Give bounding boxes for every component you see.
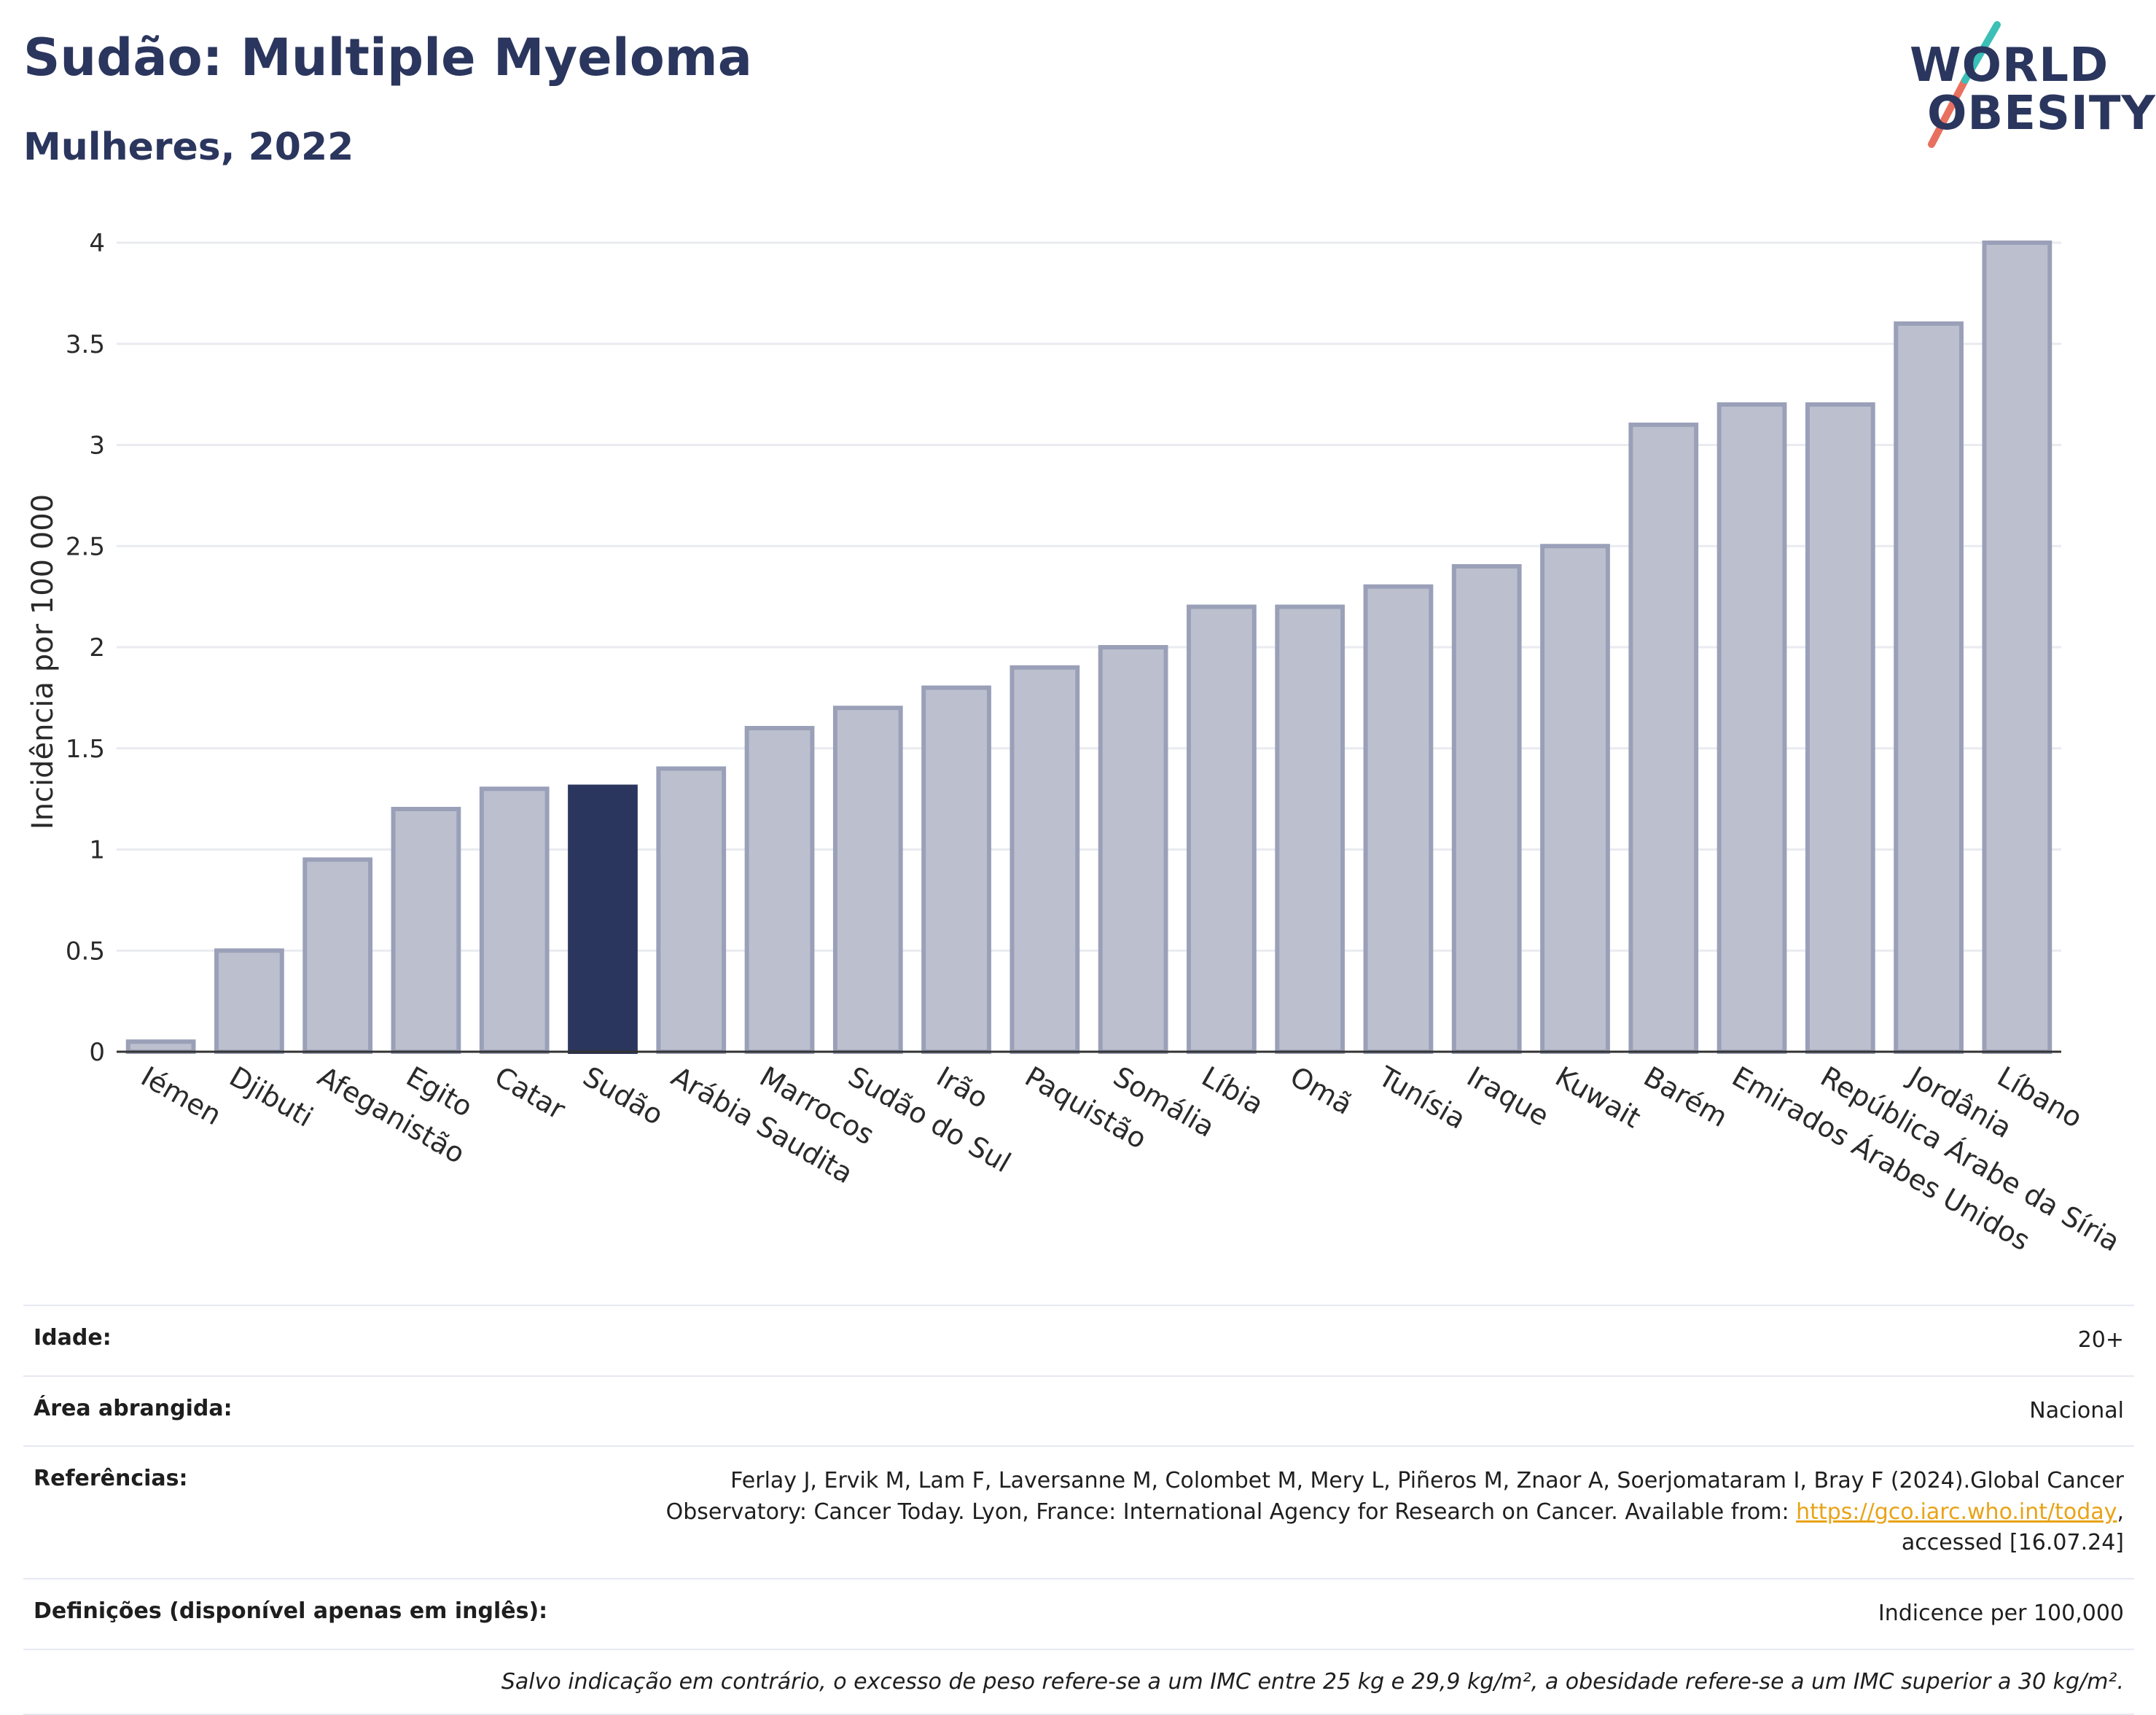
x-tick-label: Sudão bbox=[578, 1060, 669, 1132]
x-tick-label: Catar bbox=[489, 1060, 571, 1126]
bar-chart: 0 0.5 1 1.5 2 2.5 3 3.5 4 IémenDjibutiAfeganistã… bbox=[26, 229, 2125, 1258]
bar bbox=[1098, 645, 1168, 1054]
y-tick-label: 2 bbox=[89, 633, 105, 663]
y-tick-label: 3 bbox=[89, 431, 105, 461]
bar bbox=[921, 685, 991, 1054]
references-text: Ferlay J, Ervik M, Lam F, Laversanne M, … bbox=[665, 1468, 2124, 1525]
bar bbox=[1716, 402, 1787, 1054]
x-tick-label: Omã bbox=[1285, 1060, 1358, 1121]
bar bbox=[1451, 564, 1522, 1054]
info-table: Idade: 20+ Área abrangida: Nacional Refe… bbox=[23, 1305, 2134, 1715]
references-label: Referências: bbox=[34, 1466, 188, 1492]
world-obesity-slash-logo-icon bbox=[1928, 21, 2001, 148]
bar bbox=[1009, 665, 1080, 1054]
age-value: 20+ bbox=[2077, 1327, 2124, 1353]
logo-line-1: WORLD bbox=[1910, 39, 2109, 93]
y-tick-label: 0.5 bbox=[66, 937, 105, 966]
info-row-age: Idade: 20+ bbox=[23, 1305, 2134, 1375]
area-label: Área abrangida: bbox=[34, 1395, 233, 1421]
bar bbox=[1275, 604, 1345, 1054]
x-tick-label: Iémen bbox=[136, 1060, 227, 1132]
bar bbox=[832, 706, 903, 1054]
bar bbox=[391, 807, 461, 1054]
references-value: Ferlay J, Ervik M, Lam F, Laversanne M, … bbox=[593, 1466, 2124, 1559]
bar bbox=[214, 948, 284, 1054]
y-axis-title: Incidência por 100 000 bbox=[26, 494, 60, 829]
x-tick-label: Iraque bbox=[1461, 1060, 1554, 1133]
y-tick-label: 3.5 bbox=[66, 330, 105, 359]
y-tick-label: 0 bbox=[89, 1038, 105, 1067]
x-tick-label: Barém bbox=[1639, 1060, 1733, 1133]
x-tick-label: Irão bbox=[931, 1060, 994, 1115]
page-title: Sudão: Multiple Myeloma bbox=[23, 28, 752, 87]
logo-line-2: OBESITY bbox=[1927, 87, 2156, 141]
references-accessed: , accessed [16.07.24] bbox=[1901, 1499, 2124, 1556]
bar bbox=[656, 766, 727, 1054]
info-row-note: Salvo indicação em contrário, o excesso … bbox=[23, 1648, 2134, 1715]
bar bbox=[1363, 584, 1434, 1054]
bars-layer bbox=[125, 241, 2053, 1054]
x-tick-label: Tunísia bbox=[1372, 1060, 1471, 1136]
definitions-label: Definições (disponível apenas em inglês)… bbox=[34, 1598, 548, 1624]
page-subtitle: Mulheres, 2022 bbox=[23, 125, 354, 169]
bar bbox=[1187, 604, 1257, 1054]
references-link[interactable]: https://gco.iarc.who.int/today bbox=[1796, 1499, 2117, 1525]
y-tick-label: 1.5 bbox=[66, 735, 105, 764]
x-tick-label: Djibuti bbox=[224, 1060, 318, 1133]
definitions-value: Indicence per 100,000 bbox=[1878, 1600, 2124, 1626]
world-obesity-logo: WORLD OBESITY bbox=[1895, 20, 2155, 159]
area-value: Nacional bbox=[2029, 1397, 2124, 1423]
bar bbox=[1982, 241, 2053, 1054]
bar bbox=[568, 784, 638, 1054]
obesity-definition-note: Salvo indicação em contrário, o excesso … bbox=[501, 1668, 2124, 1695]
bar bbox=[1894, 321, 1964, 1054]
y-tick-label: 2.5 bbox=[66, 532, 105, 561]
y-tick-label: 1 bbox=[89, 836, 105, 865]
bar bbox=[1540, 544, 1610, 1054]
bar bbox=[1628, 422, 1699, 1054]
bar bbox=[302, 857, 373, 1054]
y-tick-labels: 0 0.5 1 1.5 2 2.5 3 3.5 4 bbox=[66, 229, 105, 1067]
bar bbox=[479, 786, 550, 1054]
age-label: Idade: bbox=[34, 1325, 112, 1351]
bar bbox=[744, 726, 815, 1054]
bar bbox=[1805, 402, 1875, 1054]
x-tick-label: Kuwait bbox=[1550, 1060, 1647, 1135]
info-row-area: Área abrangida: Nacional bbox=[23, 1375, 2134, 1446]
info-row-references: Referências: Ferlay J, Ervik M, Lam F, L… bbox=[23, 1445, 2134, 1578]
info-row-definitions: Definições (disponível apenas em inglês)… bbox=[23, 1577, 2134, 1649]
y-tick-label: 4 bbox=[89, 229, 105, 258]
bar bbox=[125, 1039, 196, 1054]
